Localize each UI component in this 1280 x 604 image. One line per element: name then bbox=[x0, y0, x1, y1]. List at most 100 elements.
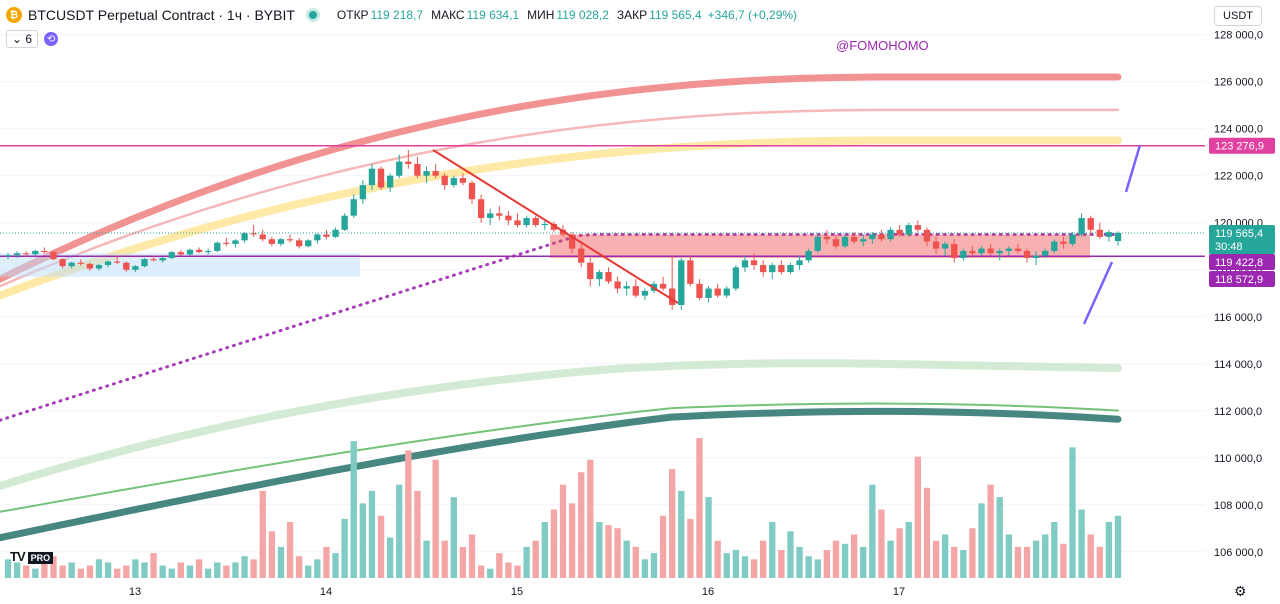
candle[interactable] bbox=[1060, 241, 1067, 244]
candle[interactable] bbox=[878, 234, 885, 240]
candle[interactable] bbox=[578, 248, 585, 263]
candle[interactable] bbox=[823, 236, 831, 240]
gear-icon[interactable]: ⚙ bbox=[1234, 583, 1247, 599]
candle[interactable] bbox=[732, 267, 740, 289]
candle[interactable] bbox=[941, 243, 949, 249]
candle[interactable] bbox=[996, 250, 1003, 254]
candle[interactable] bbox=[50, 252, 57, 260]
candle[interactable] bbox=[441, 175, 448, 186]
candle[interactable] bbox=[114, 261, 121, 263]
candle[interactable] bbox=[223, 242, 230, 244]
candle[interactable] bbox=[1078, 218, 1085, 235]
candle[interactable] bbox=[1087, 218, 1094, 230]
candle[interactable] bbox=[368, 168, 376, 186]
candle[interactable] bbox=[323, 234, 330, 237]
candle[interactable] bbox=[141, 259, 148, 267]
candle[interactable] bbox=[259, 234, 266, 240]
candle[interactable] bbox=[386, 175, 394, 188]
candle[interactable] bbox=[523, 218, 530, 226]
candle[interactable] bbox=[59, 259, 66, 267]
candle[interactable] bbox=[960, 250, 967, 258]
candle[interactable] bbox=[186, 249, 194, 255]
candle[interactable] bbox=[705, 288, 712, 298]
candle[interactable] bbox=[550, 223, 558, 230]
candle[interactable] bbox=[632, 286, 639, 296]
candle[interactable] bbox=[295, 240, 303, 247]
candle[interactable] bbox=[887, 229, 894, 240]
refresh-icon[interactable]: ⟲ bbox=[44, 32, 59, 46]
candle[interactable] bbox=[1069, 234, 1076, 244]
candle[interactable] bbox=[205, 250, 212, 253]
candle[interactable] bbox=[496, 213, 503, 216]
candle[interactable] bbox=[541, 223, 548, 226]
candle[interactable] bbox=[13, 253, 21, 256]
candle[interactable] bbox=[714, 288, 721, 296]
candle[interactable] bbox=[769, 265, 776, 273]
candle[interactable] bbox=[659, 283, 667, 289]
candle[interactable] bbox=[314, 234, 321, 241]
candle[interactable] bbox=[760, 265, 767, 273]
candle[interactable] bbox=[241, 233, 248, 241]
candle[interactable] bbox=[923, 229, 931, 242]
candle[interactable] bbox=[168, 252, 175, 258]
candle[interactable] bbox=[214, 242, 221, 251]
candle[interactable] bbox=[4, 255, 12, 257]
candle[interactable] bbox=[23, 253, 30, 255]
candle[interactable] bbox=[195, 249, 203, 253]
candle[interactable] bbox=[596, 272, 603, 280]
candle[interactable] bbox=[505, 215, 512, 221]
candle[interactable] bbox=[678, 260, 685, 305]
candle[interactable] bbox=[978, 248, 985, 254]
candle[interactable] bbox=[432, 171, 439, 176]
candle[interactable] bbox=[487, 213, 494, 219]
candle[interactable] bbox=[841, 236, 849, 247]
candle[interactable] bbox=[359, 185, 366, 200]
candle[interactable] bbox=[532, 218, 539, 226]
candle[interactable] bbox=[869, 234, 876, 240]
candle[interactable] bbox=[587, 262, 594, 280]
candle[interactable] bbox=[1014, 248, 1022, 251]
candle[interactable] bbox=[68, 262, 75, 267]
candle[interactable] bbox=[377, 168, 385, 188]
candle[interactable] bbox=[905, 225, 912, 235]
candle[interactable] bbox=[32, 250, 39, 255]
candle[interactable] bbox=[696, 283, 703, 298]
candle[interactable] bbox=[1096, 229, 1103, 237]
candle[interactable] bbox=[1032, 255, 1040, 258]
candle[interactable] bbox=[1005, 248, 1012, 251]
candle[interactable] bbox=[286, 239, 294, 241]
candle[interactable] bbox=[305, 240, 312, 247]
candle[interactable] bbox=[1114, 232, 1122, 242]
candle[interactable] bbox=[932, 241, 940, 249]
symbol-title[interactable]: BTCUSDT Perpetual Contract · 1ч · BYBIT bbox=[28, 7, 295, 23]
candle[interactable] bbox=[832, 239, 840, 247]
candle[interactable] bbox=[778, 265, 785, 273]
candle[interactable] bbox=[1051, 241, 1058, 251]
candle[interactable] bbox=[95, 265, 103, 269]
candle[interactable] bbox=[123, 262, 130, 270]
candle[interactable] bbox=[805, 250, 812, 261]
candle[interactable] bbox=[860, 239, 867, 242]
candle[interactable] bbox=[405, 161, 412, 164]
candle[interactable] bbox=[605, 272, 612, 282]
candle[interactable] bbox=[623, 286, 630, 289]
candle[interactable] bbox=[741, 260, 749, 268]
candle[interactable] bbox=[159, 257, 166, 261]
candle[interactable] bbox=[1042, 250, 1049, 256]
candle[interactable] bbox=[459, 178, 467, 183]
candle[interactable] bbox=[332, 229, 339, 237]
candle[interactable] bbox=[850, 236, 858, 242]
candle[interactable] bbox=[514, 220, 521, 226]
candle[interactable] bbox=[250, 233, 257, 235]
candle[interactable] bbox=[914, 225, 921, 230]
candle[interactable] bbox=[41, 250, 48, 253]
candle[interactable] bbox=[641, 290, 649, 296]
candle[interactable] bbox=[350, 199, 357, 216]
candle[interactable] bbox=[450, 178, 457, 186]
candle[interactable] bbox=[723, 288, 730, 296]
candle[interactable] bbox=[1023, 250, 1031, 258]
candle[interactable] bbox=[1105, 232, 1113, 237]
candle[interactable] bbox=[896, 229, 903, 235]
candle[interactable] bbox=[750, 260, 758, 266]
